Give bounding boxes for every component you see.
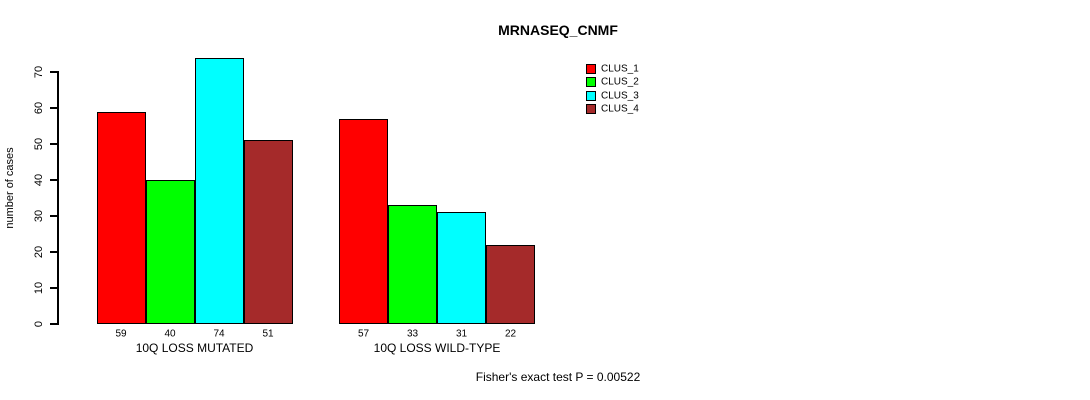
y-tick-label: 30 <box>33 209 45 223</box>
bar-value-label: 74 <box>213 328 225 340</box>
y-tick <box>50 251 57 253</box>
y-tick-label: 50 <box>33 137 45 151</box>
legend-label: CLUS_4 <box>601 103 639 115</box>
bar <box>437 212 486 324</box>
y-tick <box>50 71 57 73</box>
bar-value-label: 59 <box>115 328 127 340</box>
legend-swatch <box>586 77 596 88</box>
legend-swatch <box>586 64 596 74</box>
fisher-test-annotation: Fisher's exact test P = 0.00522 <box>475 370 641 384</box>
y-tick <box>50 323 57 325</box>
x-category-label: 10Q LOSS MUTATED <box>135 341 254 355</box>
bar <box>339 118 388 324</box>
y-tick <box>50 215 57 217</box>
y-tick-label: 0 <box>33 320 45 328</box>
bar <box>145 180 195 324</box>
bar-value-label: 57 <box>357 328 370 340</box>
y-tick-label: 10 <box>33 281 45 295</box>
legend-swatch <box>586 103 596 114</box>
y-tick <box>50 179 57 181</box>
bar <box>194 57 244 324</box>
y-tick <box>50 287 57 289</box>
bar <box>388 205 437 324</box>
legend-label: CLUS_2 <box>601 76 639 88</box>
y-tick <box>50 143 57 145</box>
bar <box>96 111 146 324</box>
y-axis-line <box>57 71 59 325</box>
bar <box>486 244 535 324</box>
bar-value-label: 51 <box>262 328 274 340</box>
bar-value-label: 31 <box>455 328 468 340</box>
y-axis-label: number of cases <box>4 147 16 229</box>
y-tick <box>50 107 57 109</box>
y-tick-label: 40 <box>33 173 45 187</box>
x-category-label: 10Q LOSS WILD-TYPE <box>373 341 501 355</box>
legend-label: CLUS_1 <box>601 63 639 75</box>
legend-label: CLUS_3 <box>601 90 639 102</box>
y-tick-label: 60 <box>33 101 45 115</box>
bar-value-label: 22 <box>504 328 517 340</box>
bar-value-label: 33 <box>406 328 419 340</box>
chart-title: MRNASEQ_CNMF <box>498 22 618 38</box>
bar-value-label: 40 <box>164 328 176 340</box>
bar <box>243 140 293 324</box>
y-tick-label: 70 <box>33 65 45 79</box>
legend-swatch <box>586 90 596 101</box>
y-tick-label: 20 <box>33 245 45 259</box>
